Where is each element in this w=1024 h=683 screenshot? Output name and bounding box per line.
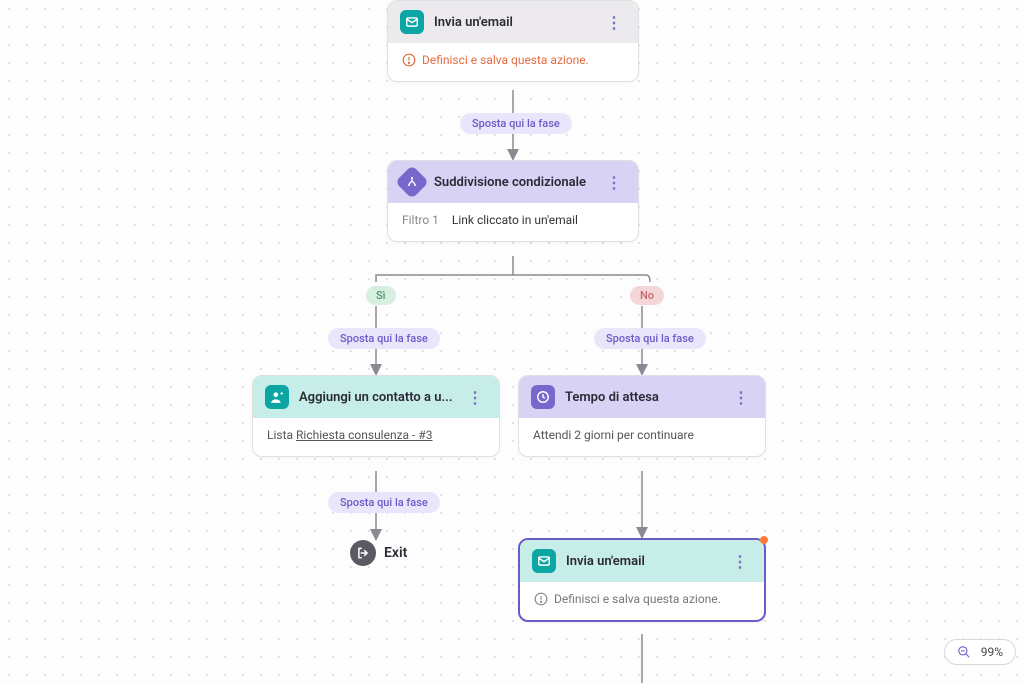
- zoom-value: 99%: [981, 645, 1003, 659]
- more-icon[interactable]: ⋮: [602, 13, 626, 32]
- node-title: Invia un'email: [566, 554, 645, 569]
- node-conditional-split[interactable]: Suddivisione condizionale ⋮ Filtro 1 Lin…: [387, 160, 639, 242]
- exit-icon: [350, 540, 376, 566]
- move-phase-pill[interactable]: Sposta qui la fase: [328, 328, 440, 349]
- filter-label: Filtro 1: [402, 213, 439, 227]
- move-phase-pill[interactable]: Sposta qui la fase: [328, 492, 440, 513]
- node-add-contact[interactable]: Aggiungi un contatto a u... ⋮ Lista Rich…: [252, 375, 500, 457]
- node-title: Tempo di attesa: [565, 390, 659, 405]
- move-phase-pill[interactable]: Sposta qui la fase: [594, 328, 706, 349]
- move-phase-pill[interactable]: Sposta qui la fase: [460, 113, 572, 134]
- zoom-out-icon[interactable]: [957, 645, 971, 659]
- zoom-control[interactable]: 99%: [944, 639, 1016, 665]
- more-icon[interactable]: ⋮: [729, 388, 753, 407]
- node-title: Invia un'email: [434, 15, 513, 30]
- split-icon: [395, 165, 429, 199]
- more-icon[interactable]: ⋮: [728, 552, 752, 571]
- warning-text: Definisci e salva questa azione.: [422, 53, 589, 67]
- info-text: Definisci e salva questa azione.: [554, 592, 721, 606]
- node-title: Suddivisione condizionale: [434, 175, 586, 190]
- wait-text: Attendi 2 giorni per continuare: [533, 428, 694, 442]
- node-wait[interactable]: Tempo di attesa ⋮ Attendi 2 giorni per c…: [518, 375, 766, 457]
- user-add-icon: [265, 385, 289, 409]
- flow-connectors: [0, 0, 1024, 683]
- info-icon: [534, 592, 548, 606]
- branch-no-badge: No: [630, 286, 664, 305]
- list-label: Lista: [267, 428, 293, 442]
- more-icon[interactable]: ⋮: [602, 173, 626, 192]
- node-send-email-2[interactable]: Invia un'email ⋮ Definisci e salva quest…: [518, 538, 766, 622]
- unsaved-indicator: [760, 536, 768, 544]
- mail-icon: [532, 549, 556, 573]
- exit-label: Exit: [384, 545, 407, 561]
- filter-text: Link cliccato in un'email: [452, 213, 578, 227]
- list-value[interactable]: Richiesta consulenza - #3: [296, 428, 432, 442]
- branch-yes-badge: Sì: [366, 286, 396, 305]
- warning-icon: [402, 53, 416, 67]
- mail-icon: [400, 10, 424, 34]
- more-icon[interactable]: ⋮: [463, 388, 487, 407]
- clock-icon: [531, 385, 555, 409]
- node-title: Aggiungi un contatto a u...: [299, 390, 453, 405]
- exit-node[interactable]: Exit: [350, 540, 407, 566]
- node-send-email-1[interactable]: Invia un'email ⋮ Definisci e salva quest…: [387, 0, 639, 82]
